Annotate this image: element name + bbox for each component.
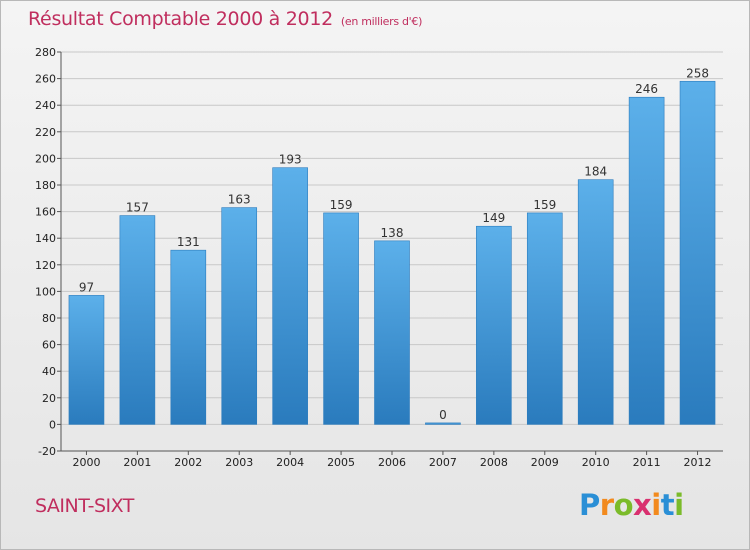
y-tick-label: 40 (42, 365, 56, 378)
y-tick-label: 0 (49, 418, 56, 431)
x-tick-label-2002: 2002 (174, 456, 202, 469)
y-tick-label: 200 (35, 152, 56, 165)
x-tick-label-2003: 2003 (225, 456, 253, 469)
bar-2004 (272, 167, 308, 425)
logo-letter: P (579, 488, 600, 522)
y-tick-label: 80 (42, 312, 56, 325)
x-tick-label-2011: 2011 (633, 456, 661, 469)
labels: 97 2000 157 2001 131 2002 163 2003 193 2004 159 200… (72, 66, 711, 469)
y-tick-label: 120 (35, 259, 56, 272)
bars (68, 80, 716, 425)
x-tick-label-2001: 2001 (123, 456, 151, 469)
bar-2009 (526, 212, 563, 425)
bar-2006 (374, 240, 410, 425)
y-tick-label: 260 (35, 73, 56, 86)
logo-letter: r (599, 488, 614, 522)
x-tick-label-2004: 2004 (276, 456, 304, 469)
x-tick-label-2000: 2000 (72, 456, 100, 469)
y-tick-label: -20 (38, 445, 56, 458)
commune-name: SAINT-SIXT (35, 495, 134, 517)
value-label-2005: 159 (330, 198, 353, 212)
value-label-2006: 138 (381, 226, 404, 240)
x-tick-label-2009: 2009 (531, 456, 559, 469)
y-tick-label: 60 (42, 339, 56, 352)
logo-letter: i (674, 488, 684, 522)
value-label-2008: 149 (482, 211, 505, 225)
chart-title: Résultat Comptable 2000 à 2012 (en millie… (28, 8, 422, 30)
x-tick-label-2005: 2005 (327, 456, 355, 469)
x-tick-label-2006: 2006 (378, 456, 406, 469)
x-tick-label-2012: 2012 (684, 456, 712, 469)
chart-subtitle: (en milliers d'€) (340, 15, 423, 28)
value-label-2007: 0 (439, 408, 447, 422)
x-tick-label-2007: 2007 (429, 456, 457, 469)
y-tick-label: 140 (35, 232, 56, 245)
bar-2010 (577, 179, 614, 425)
x-tick-label-2010: 2010 (582, 456, 610, 469)
y-tick-label: 100 (35, 285, 56, 298)
proxiti-logo: Proxiti (579, 488, 684, 522)
value-label-2000: 97 (79, 280, 94, 294)
logo-letter: o (613, 488, 634, 522)
bar-2000 (68, 295, 105, 425)
chart-title-text: Résultat Comptable 2000 à 2012 (28, 8, 333, 30)
logo-letter: x (633, 488, 652, 522)
value-label-2011: 246 (635, 82, 658, 96)
x-tick-label-2008: 2008 (480, 456, 508, 469)
value-label-2010: 184 (584, 165, 607, 179)
y-tick-label: 20 (42, 392, 56, 405)
bar-2005 (323, 212, 359, 425)
y-tick-label: 160 (35, 206, 56, 219)
bar-2002 (170, 249, 207, 425)
bar-2011 (628, 96, 665, 425)
y-tick-label: 220 (35, 126, 56, 139)
bar-2012 (679, 80, 716, 425)
value-label-2003: 163 (228, 193, 251, 207)
value-label-2004: 193 (279, 153, 302, 167)
logo-letter: i (651, 488, 661, 522)
y-tick-label: 180 (35, 179, 56, 192)
bar-2008 (476, 225, 512, 425)
value-label-2012: 258 (686, 66, 709, 80)
value-label-2001: 157 (126, 201, 149, 215)
y-tick-label: 240 (35, 99, 56, 112)
logo-letter: t (660, 488, 675, 522)
value-label-2002: 131 (177, 235, 200, 249)
value-label-2009: 159 (533, 198, 556, 212)
y-tick-label: 280 (35, 46, 56, 59)
axes: -20 0 20 40 60 80 100 120 140 160 180 200 220 240 260 2… (35, 46, 723, 458)
bar-2007 (425, 422, 461, 425)
bar-2003 (221, 207, 258, 425)
bar-2001 (119, 215, 156, 425)
